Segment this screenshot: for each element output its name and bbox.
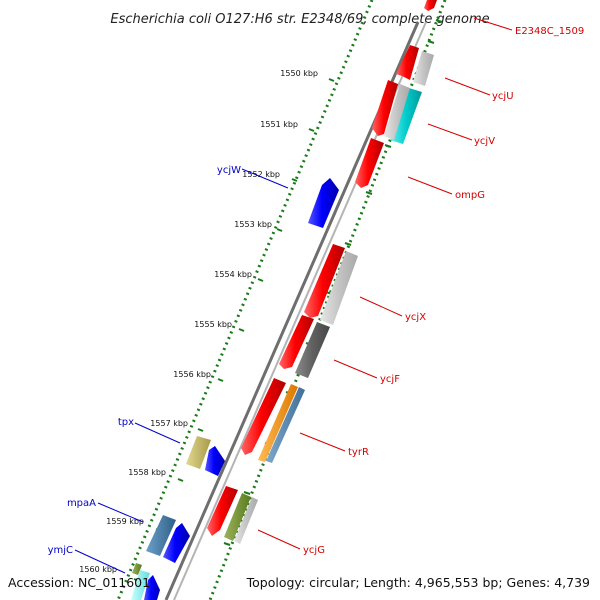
gene-arrow-e2348c-1509[interactable] xyxy=(424,0,437,11)
tick-label: 1559 kbp xyxy=(106,517,144,526)
tick-labels: 1550 kbp 1551 kbp 1552 kbp 1553 kbp 1554… xyxy=(79,69,318,574)
gene-arrow-ompg[interactable] xyxy=(355,138,384,188)
gene-arrow-tyrr-steel[interactable] xyxy=(266,387,305,463)
leader-ycjv xyxy=(427,123,473,141)
forward-genes xyxy=(207,0,437,544)
gene-arrow-ycjg-grey xyxy=(234,497,258,544)
leader-ycjg xyxy=(257,529,301,550)
gene-arrow-ycjv[interactable] xyxy=(372,80,398,136)
gene-label-ycjx[interactable]: ycjX xyxy=(405,312,426,323)
gene-label-tpx[interactable]: tpx xyxy=(118,417,134,428)
gene-arrow-ycjf-dark[interactable] xyxy=(295,322,330,378)
gene-arrow-ycjx-grey xyxy=(320,251,358,325)
gene-arrow-ymjc[interactable] xyxy=(144,575,160,600)
gene-label-ompg[interactable]: ompG xyxy=(455,190,485,201)
genome-summary-text: Topology: circular; Length: 4,965,553 bp… xyxy=(246,575,590,590)
gene-arrow-ycjv-grey xyxy=(384,84,410,140)
gene-arrow-mpaa[interactable] xyxy=(163,523,190,563)
gene-label-ycjg[interactable]: ycjG xyxy=(303,545,325,556)
label-leader-lines xyxy=(74,17,513,574)
gene-label-ycjf[interactable]: ycjF xyxy=(380,374,400,385)
tick-label: 1554 kbp xyxy=(214,270,252,279)
leader-ycjf xyxy=(333,359,378,379)
tick-label: 1552 kbp xyxy=(242,170,280,179)
gene-arrow-tpx[interactable] xyxy=(186,436,211,469)
accession-text: Accession: NC_011601 xyxy=(8,575,150,590)
gene-arrow-ycjx[interactable] xyxy=(304,244,345,318)
tick-label: 1556 kbp xyxy=(173,370,211,379)
gene-arrow-tpx-blue[interactable] xyxy=(205,446,225,476)
tick-label: 1553 kbp xyxy=(234,220,272,229)
leader-mpaa xyxy=(97,502,144,523)
tick-label: 1555 kbp xyxy=(194,320,232,329)
gene-arrow-ymjc-cyan[interactable] xyxy=(131,570,150,600)
tick-label: 1557 kbp xyxy=(150,419,188,428)
tick-label: 1558 kbp xyxy=(128,468,166,477)
leader-ycjw xyxy=(241,168,289,189)
gene-arrow-ycju-grey xyxy=(413,51,434,86)
leader-e2348c-1509 xyxy=(473,17,513,31)
gene-arrow-tyrr[interactable] xyxy=(241,378,286,455)
leader-tpx xyxy=(134,422,181,444)
gene-label-e2348c-1509[interactable]: E2348C_1509 xyxy=(515,26,584,37)
gene-arrow-ycjw[interactable] xyxy=(308,178,339,228)
leader-ycju xyxy=(444,77,491,96)
map-title: Escherichia coli O127:H6 str. E2348/69, … xyxy=(110,12,489,27)
gene-arrow-tyrr-orange[interactable] xyxy=(258,384,298,462)
tick-label: 1560 kbp xyxy=(79,565,117,574)
gene-labels: E2348C_1509 ycjU ycjV ompG ycjW ycjX ycj… xyxy=(48,26,585,556)
gene-label-ycjw[interactable]: ycjW xyxy=(217,165,241,176)
leader-ompg xyxy=(407,176,453,195)
gene-arrow-ycjg[interactable] xyxy=(207,486,238,536)
leader-tyrr xyxy=(299,432,346,452)
reverse-genes xyxy=(131,178,339,600)
tick-label: 1550 kbp xyxy=(280,69,318,78)
gene-label-ymjc[interactable]: ymjC xyxy=(48,545,73,556)
gene-label-ycjv[interactable]: ycjV xyxy=(474,136,495,147)
leader-ymjc xyxy=(74,549,126,574)
gene-label-mpaa[interactable]: mpaA xyxy=(67,498,96,509)
gene-arrow-mpaa-teal[interactable] xyxy=(146,515,176,556)
leader-ycjx xyxy=(359,296,403,317)
gene-label-tyrr[interactable]: tyrR xyxy=(348,447,369,458)
inner-tick-track xyxy=(116,0,374,600)
gene-arrow-ycjv-cyan[interactable] xyxy=(390,88,422,144)
gene-arrow-ycjg-olive[interactable] xyxy=(224,493,251,541)
gene-label-ycju[interactable]: ycjU xyxy=(492,91,514,102)
tick-label: 1551 kbp xyxy=(260,120,298,129)
gene-arrow-olive-small xyxy=(132,563,142,575)
gene-arrow-ycju[interactable] xyxy=(396,45,419,80)
gene-arrow-ycjf[interactable] xyxy=(279,315,314,369)
